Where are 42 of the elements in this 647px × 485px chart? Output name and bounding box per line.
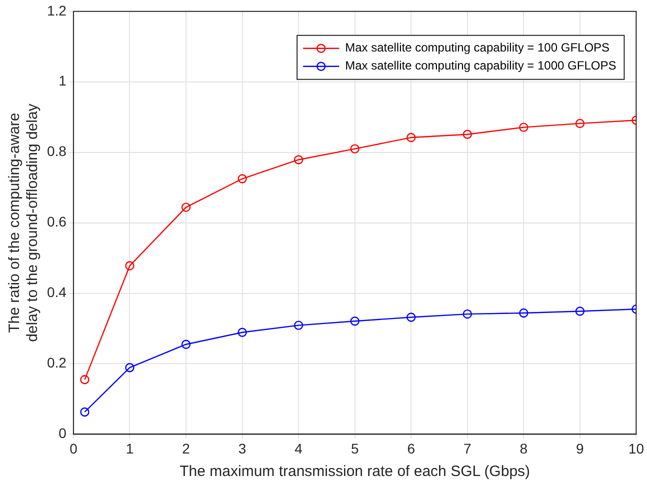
y-tick-label: 0 bbox=[58, 425, 67, 442]
point bbox=[350, 316, 360, 326]
x-tick-label: 10 bbox=[628, 440, 644, 456]
y-tick-label: 1 bbox=[58, 72, 67, 89]
point bbox=[80, 407, 90, 417]
point bbox=[462, 309, 472, 319]
y-tick-label: 0.8 bbox=[46, 143, 67, 160]
point bbox=[575, 306, 585, 316]
x-tick-label: 2 bbox=[182, 440, 190, 456]
x-tick-label: 4 bbox=[294, 440, 303, 456]
point bbox=[406, 132, 416, 142]
legend-label: Max satellite computing capability = 100 GFLOPS bbox=[345, 40, 610, 55]
x-tick-label: 8 bbox=[520, 440, 528, 456]
legend-label: Max satellite computing capability = 1000 GFLOPS bbox=[345, 58, 616, 73]
x-tick-label: 5 bbox=[350, 440, 359, 456]
y-tick-label: 0.2 bbox=[46, 354, 67, 371]
x-tick-label: 1 bbox=[126, 440, 134, 456]
y-axis-title: The ratio of the computing-aware delay to the ground-offloading delay bbox=[6, 103, 42, 342]
point bbox=[294, 155, 304, 164]
point bbox=[125, 363, 134, 372]
point bbox=[462, 130, 472, 139]
x-tick-label: 0 bbox=[70, 440, 78, 456]
x-axis-title: The maximum transmission rate of each SGL (Gbps) bbox=[180, 463, 530, 480]
x-tick-label: 7 bbox=[463, 440, 472, 456]
point bbox=[181, 340, 191, 349]
point bbox=[519, 308, 528, 318]
point bbox=[125, 261, 134, 270]
point bbox=[294, 320, 304, 330]
y-tick-label: 0.4 bbox=[46, 284, 67, 300]
point bbox=[350, 144, 360, 154]
y-tick-label: 0.6 bbox=[46, 214, 67, 230]
x-tick-label: 9 bbox=[576, 440, 584, 456]
x-tick-label: 3 bbox=[238, 440, 246, 456]
point bbox=[80, 374, 90, 384]
point bbox=[238, 328, 247, 337]
point bbox=[238, 174, 247, 184]
point bbox=[519, 122, 528, 132]
point bbox=[181, 202, 191, 212]
y-tick-label: 1.2 bbox=[46, 2, 67, 18]
point bbox=[406, 312, 416, 322]
point bbox=[575, 118, 585, 128]
x-tick-label: 6 bbox=[407, 440, 416, 456]
